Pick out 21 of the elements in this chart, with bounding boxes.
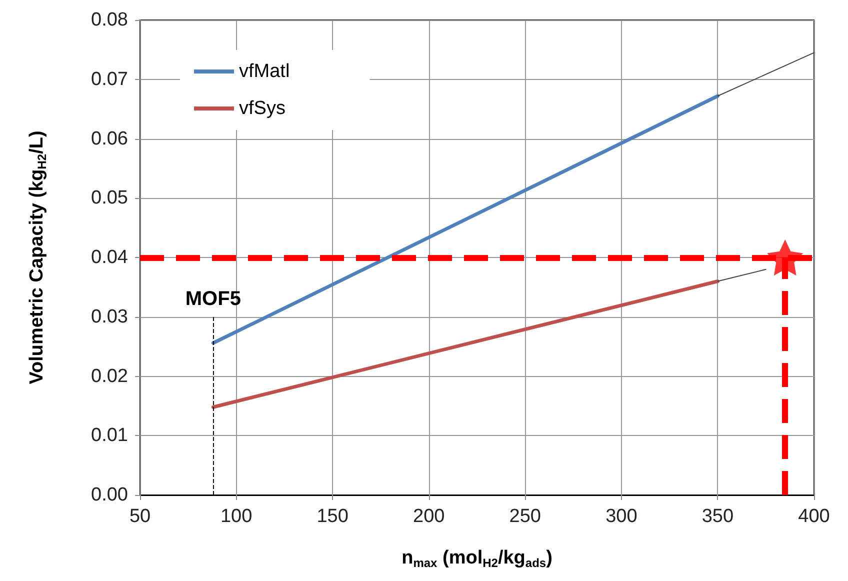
x-tick-label: 400 [798, 506, 830, 527]
x-tick-label: 100 [220, 506, 252, 527]
x-tick-label: 350 [702, 506, 734, 527]
y-tick-label: 0.08 [91, 10, 128, 30]
y-axis-title: Volumetric Capacity (kgH2/L) [26, 130, 49, 384]
ref-line-label: MOF5 [185, 288, 241, 310]
legend-label: vfSys [239, 98, 286, 119]
x-tick-label: 300 [606, 506, 638, 527]
y-tick-label: 0.01 [91, 425, 128, 446]
y-tick-label: 0.04 [91, 247, 128, 268]
y-tick-label: 0.02 [91, 366, 128, 387]
legend-label: vfMatl [239, 61, 290, 82]
y-tick-label: 0.06 [91, 128, 128, 150]
x-tick-label: 50 [129, 506, 151, 527]
x-tick-label: 150 [316, 506, 348, 527]
y-tick-label: 0.07 [91, 68, 128, 90]
y-tick-label: 0.05 [91, 188, 128, 209]
y-tick-label: 0.00 [91, 484, 128, 506]
x-tick-label: 250 [509, 506, 541, 527]
x-tick-label: 200 [413, 506, 445, 527]
y-tick-label: 0.03 [91, 306, 128, 328]
